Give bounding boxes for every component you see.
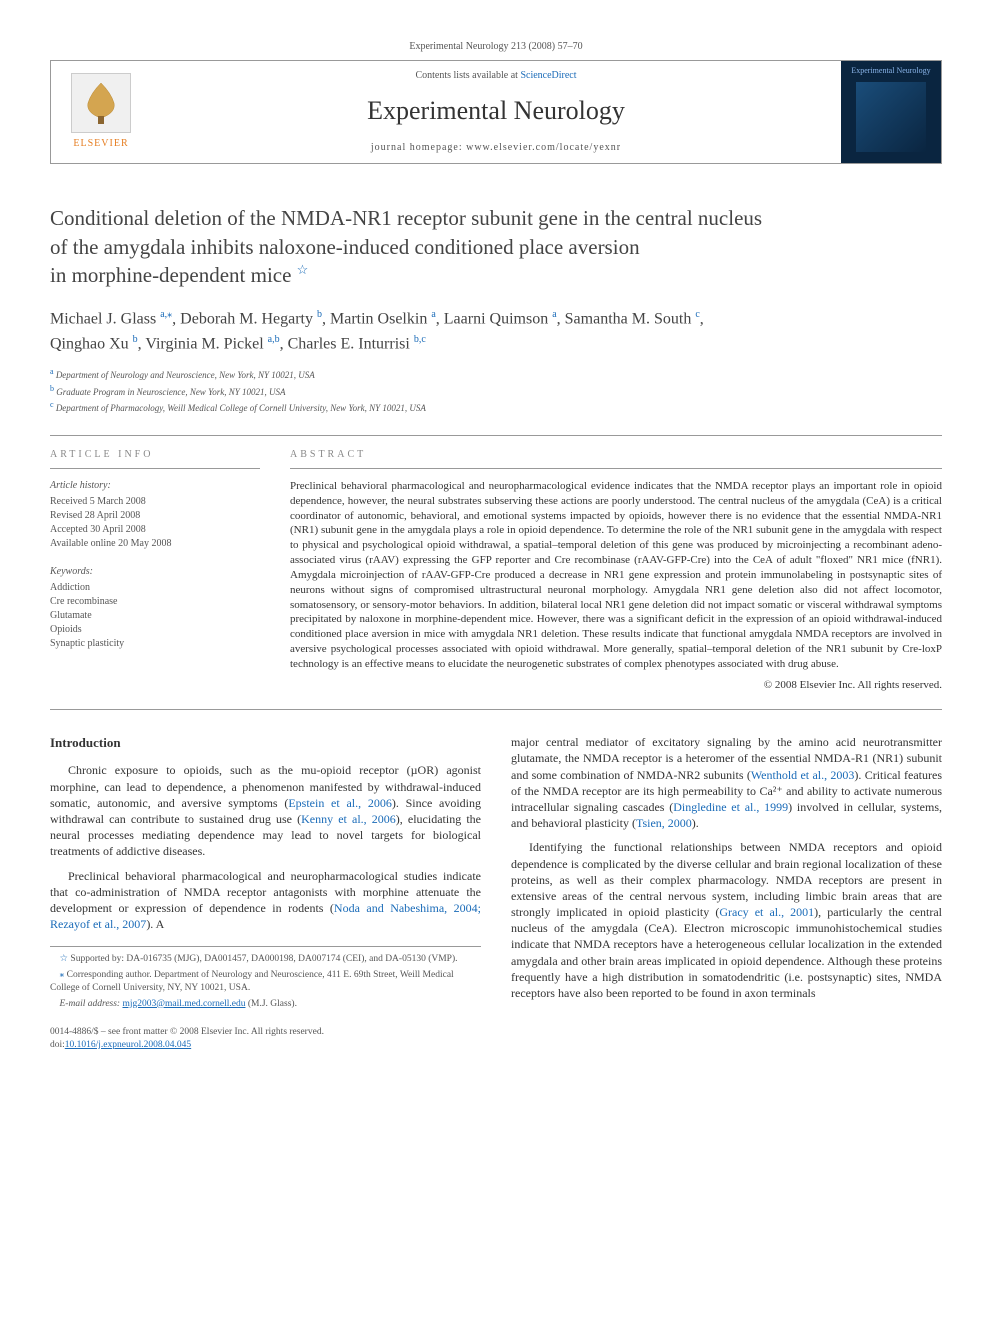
author-8-affil[interactable]: b,c: [414, 334, 426, 345]
keywords-title: Keywords:: [50, 565, 260, 579]
author-4-affil[interactable]: a: [552, 309, 556, 320]
footnotes: ☆ Supported by: DA-016735 (MJG), DA00145…: [50, 946, 481, 1010]
cite-kenny[interactable]: Kenny et al., 2006: [301, 812, 396, 826]
history-revised: Revised 28 April 2008: [50, 509, 260, 523]
keyword-4: Opioids: [50, 623, 260, 637]
author-2: Deborah M. Hegarty: [180, 311, 313, 328]
abstract-text: Preclinical behavioral pharmacological a…: [290, 479, 942, 672]
email-label: E-mail address:: [60, 999, 123, 1009]
contents-line: Contents lists available at ScienceDirec…: [161, 69, 831, 83]
article-title: Conditional deletion of the NMDA-NR1 rec…: [50, 204, 942, 289]
title-line-3: in morphine-dependent mice: [50, 263, 291, 287]
email-suffix: (M.J. Glass).: [245, 999, 296, 1009]
journal-name: Experimental Neurology: [161, 93, 831, 129]
abstract-heading: ABSTRACT: [290, 448, 942, 469]
keywords-block: Keywords: Addiction Cre recombinase Glut…: [50, 565, 260, 651]
author-7: Virginia M. Pickel: [145, 335, 263, 352]
elsevier-label: ELSEVIER: [73, 137, 128, 151]
col2-para-2: Identifying the functional relationships…: [511, 839, 942, 1001]
homepage-line: journal homepage: www.elsevier.com/locat…: [161, 141, 831, 155]
abstract-column: ABSTRACT Preclinical behavioral pharmaco…: [290, 448, 942, 693]
author-2-affil[interactable]: b: [317, 309, 322, 320]
abstract-copyright: © 2008 Elsevier Inc. All rights reserved…: [290, 678, 942, 693]
journal-cover-thumbnail: Experimental Neurology: [841, 61, 941, 163]
author-8: Charles E. Inturrisi: [288, 335, 410, 352]
doi-link[interactable]: 10.1016/j.expneurol.2008.04.045: [65, 1040, 191, 1050]
footnote-email: E-mail address: mjg2003@mail.med.cornell…: [50, 998, 481, 1011]
intro-para-1: Chronic exposure to opioids, such as the…: [50, 762, 481, 859]
author-7-affil[interactable]: a,b: [268, 334, 280, 345]
doi-prefix: doi:: [50, 1040, 65, 1050]
affiliation-c: c Department of Pharmacology, Weill Medi…: [50, 399, 942, 415]
intro-para-2: Preclinical behavioral pharmacological a…: [50, 868, 481, 933]
c2p2-b: ), particularly the central nucleus of t…: [511, 905, 942, 1000]
affiliation-c-text: Department of Pharmacology, Weill Medica…: [56, 403, 426, 413]
journal-header-box: ELSEVIER Contents lists available at Sci…: [50, 60, 942, 164]
c2p1-d: ).: [692, 816, 699, 830]
history-received: Received 5 March 2008: [50, 495, 260, 509]
header-center: Contents lists available at ScienceDirec…: [151, 61, 841, 163]
footnote-corresponding: ⁎ Corresponding author. Department of Ne…: [50, 969, 481, 995]
front-matter-line: 0014-4886/$ – see front matter © 2008 El…: [50, 1026, 324, 1039]
footnote-star-icon: ☆: [60, 954, 69, 964]
info-abstract-row: ARTICLE INFO Article history: Received 5…: [50, 435, 942, 710]
cite-gracy[interactable]: Gracy et al., 2001: [719, 905, 814, 919]
sciencedirect-link[interactable]: ScienceDirect: [520, 70, 576, 81]
author-list: Michael J. Glass a,⁎, Deborah M. Hegarty…: [50, 307, 942, 356]
page-footer: 0014-4886/$ – see front matter © 2008 El…: [50, 1026, 942, 1053]
cite-tsien[interactable]: Tsien, 2000: [636, 816, 692, 830]
keyword-2: Cre recombinase: [50, 595, 260, 609]
author-6: Qinghao Xu: [50, 335, 129, 352]
body-columns: Introduction Chronic exposure to opioids…: [50, 734, 942, 1013]
keyword-5: Synaptic plasticity: [50, 637, 260, 651]
author-5-affil[interactable]: c: [695, 309, 699, 320]
col2-para-1: major central mediator of excitatory sig…: [511, 734, 942, 831]
body-column-right: major central mediator of excitatory sig…: [511, 734, 942, 1013]
title-line-1: Conditional deletion of the NMDA-NR1 rec…: [50, 206, 762, 230]
affiliation-b: b Graduate Program in Neuroscience, New …: [50, 383, 942, 399]
author-1-corresp[interactable]: ⁎: [167, 309, 172, 320]
body-column-left: Introduction Chronic exposure to opioids…: [50, 734, 481, 1013]
affiliation-a-text: Department of Neurology and Neuroscience…: [56, 370, 315, 380]
footnote-corresponding-text: Corresponding author. Department of Neur…: [50, 970, 454, 993]
article-history: Article history: Received 5 March 2008 R…: [50, 479, 260, 551]
history-title: Article history:: [50, 479, 260, 493]
elsevier-tree-icon: [71, 73, 131, 133]
journal-citation: Experimental Neurology 213 (2008) 57–70: [50, 40, 942, 54]
cite-dingledine[interactable]: Dingledine et al., 1999: [673, 800, 788, 814]
doi-line: doi:10.1016/j.expneurol.2008.04.045: [50, 1039, 324, 1052]
author-4: Laarni Quimson: [444, 311, 548, 328]
cite-epstein[interactable]: Epstein et al., 2006: [288, 796, 392, 810]
footnote-funding-text: Supported by: DA-016735 (MJG), DA001457,…: [68, 954, 457, 964]
homepage-prefix: journal homepage:: [371, 142, 466, 153]
affiliation-a: a Department of Neurology and Neuroscien…: [50, 366, 942, 382]
contents-prefix: Contents lists available at: [415, 70, 520, 81]
elsevier-logo: ELSEVIER: [51, 61, 151, 163]
article-info-heading: ARTICLE INFO: [50, 448, 260, 469]
footer-left: 0014-4886/$ – see front matter © 2008 El…: [50, 1026, 324, 1053]
author-3: Martin Oselkin: [330, 311, 427, 328]
corresponding-email-link[interactable]: mjg2003@mail.med.cornell.edu: [122, 999, 245, 1009]
cover-image-icon: [856, 82, 926, 152]
cover-title: Experimental Neurology: [851, 67, 930, 76]
title-line-2: of the amygdala inhibits naloxone-induce…: [50, 235, 640, 259]
introduction-heading: Introduction: [50, 734, 481, 752]
history-accepted: Accepted 30 April 2008: [50, 523, 260, 537]
cite-wenthold[interactable]: Wenthold et al., 2003: [751, 768, 855, 782]
article-info: ARTICLE INFO Article history: Received 5…: [50, 448, 260, 693]
author-5: Samantha M. South: [565, 311, 692, 328]
author-6-affil[interactable]: b: [133, 334, 138, 345]
author-1: Michael J. Glass: [50, 311, 156, 328]
author-3-affil[interactable]: a: [431, 309, 435, 320]
affiliation-b-text: Graduate Program in Neuroscience, New Yo…: [56, 387, 285, 397]
footnote-funding: ☆ Supported by: DA-016735 (MJG), DA00145…: [50, 953, 481, 966]
affiliations: a Department of Neurology and Neuroscien…: [50, 366, 942, 415]
homepage-url: www.elsevier.com/locate/yexnr: [466, 142, 621, 153]
keyword-1: Addiction: [50, 581, 260, 595]
p2-b: ). A: [146, 917, 164, 931]
title-footnote-star[interactable]: ☆: [297, 262, 309, 277]
history-online: Available online 20 May 2008: [50, 537, 260, 551]
keyword-3: Glutamate: [50, 609, 260, 623]
